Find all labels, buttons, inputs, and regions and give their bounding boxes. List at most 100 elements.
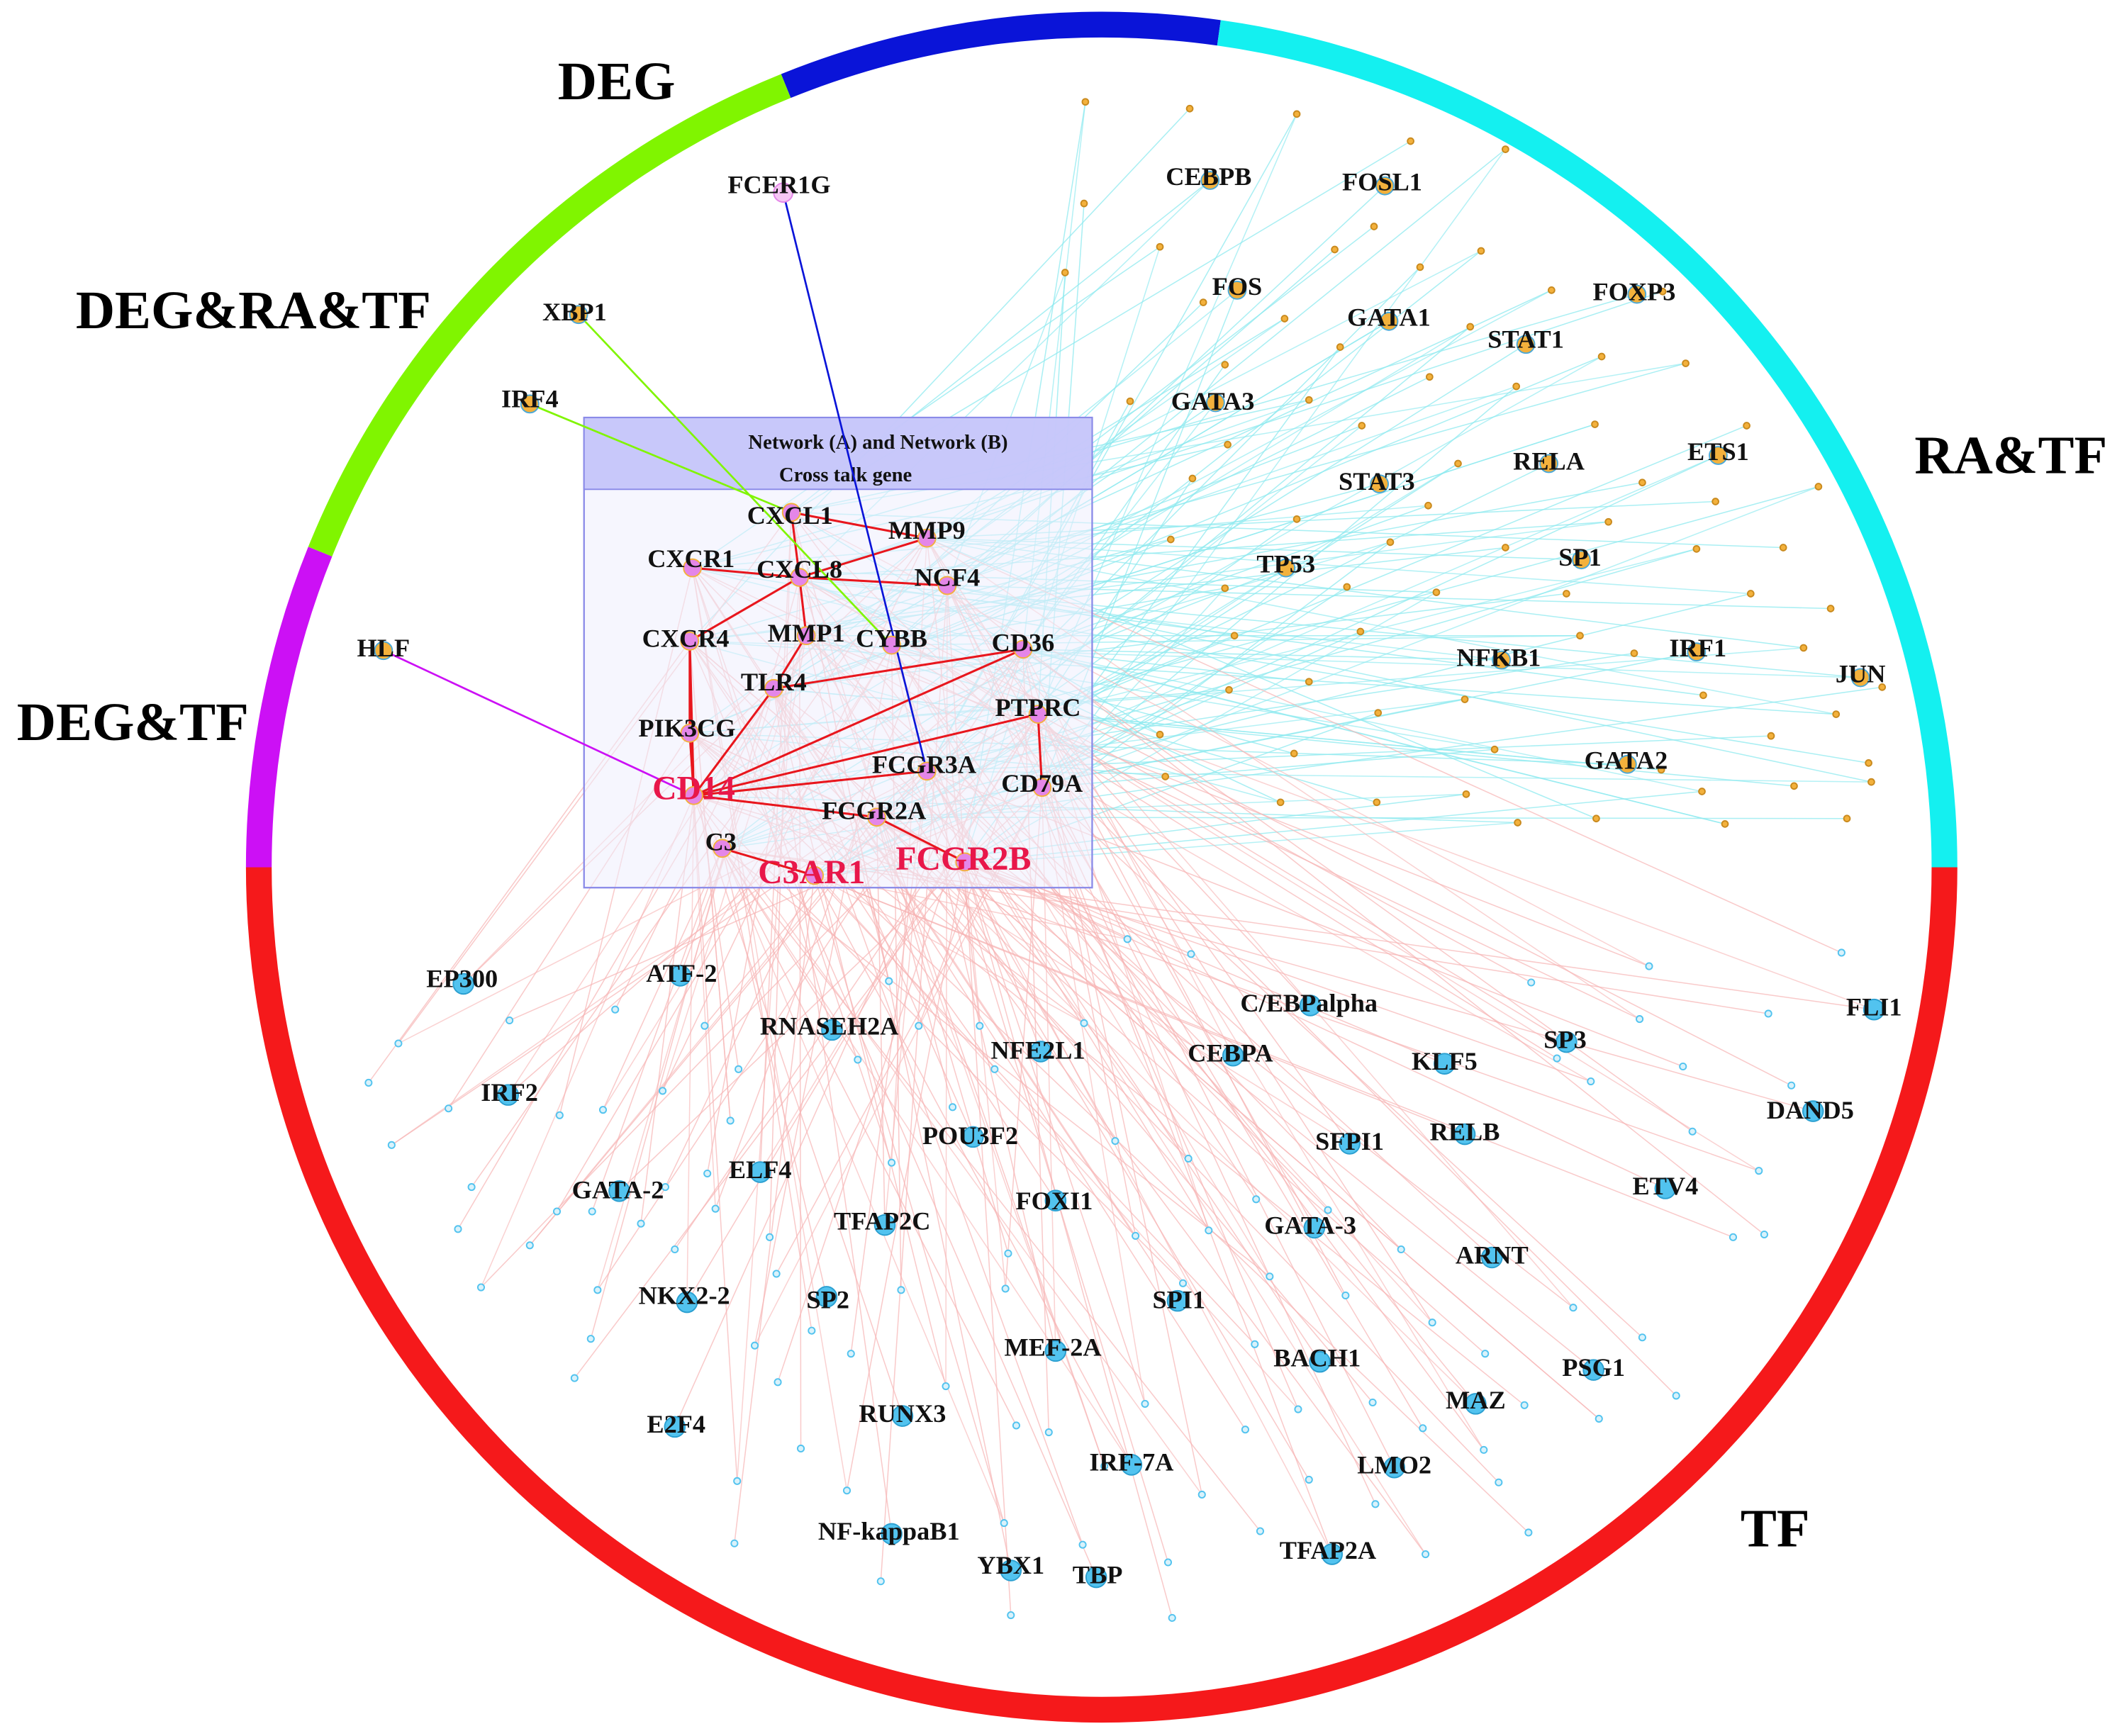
tf-dot <box>445 1104 453 1113</box>
crosstalk-label-c3: C3 <box>705 827 737 856</box>
tf-node-pou3f2 <box>961 1126 984 1148</box>
tf-dot <box>751 1341 759 1350</box>
tf-dot <box>1645 962 1653 970</box>
tf-label-relb: RELB <box>1430 1117 1500 1146</box>
ratf-label-jun: JUN <box>1836 659 1886 688</box>
tf-label-klf5: KLF5 <box>1412 1047 1478 1075</box>
crosstalk-label-tlr4: TLR4 <box>741 668 807 696</box>
tf-edge <box>964 861 1595 1371</box>
tf-dot <box>711 1204 720 1213</box>
tf-dot <box>842 1486 851 1495</box>
ratf-dot <box>1305 396 1313 404</box>
tf-dot <box>1595 1414 1603 1423</box>
tf-dot <box>1787 1081 1796 1090</box>
ratf-dot <box>1290 749 1298 758</box>
crosstalk-edge-cd14-fcgr2a <box>693 794 877 819</box>
ratf-dot <box>1280 315 1289 323</box>
crosstalk-node-cd36 <box>1013 639 1033 659</box>
tf-edge <box>693 795 1017 1426</box>
ratf-dot <box>1799 644 1808 652</box>
ratf-label-gata2: GATA2 <box>1585 746 1668 775</box>
tf-node-fli1 <box>1863 998 1885 1021</box>
crosstalk-edge-mmp1-tlr4 <box>773 634 808 690</box>
ratf-dot <box>1221 361 1229 369</box>
ratf-dot <box>1230 632 1239 640</box>
tf-label-spi1: SPI1 <box>1152 1285 1205 1314</box>
tf-label-irf-7a: IRF-7A <box>1089 1448 1173 1477</box>
tf-dot <box>661 1183 669 1192</box>
tf-dot <box>506 1016 514 1025</box>
ratf-dot <box>1331 245 1339 254</box>
tf-label-foxi1: FOXI1 <box>1015 1187 1093 1215</box>
tf-label-nf-kappab1: NF-kappaB1 <box>818 1517 960 1545</box>
crosstalk-label-mmp1: MMP1 <box>768 619 845 647</box>
ratf-dot <box>1630 649 1638 657</box>
tf-dot <box>1672 1391 1680 1400</box>
crosstalk-box-title-line2: Cross talk gene <box>779 464 912 486</box>
tf-label-nfe2l1: NFE2L1 <box>990 1036 1085 1065</box>
ratf-dot <box>1867 778 1875 786</box>
tf-node-etv4 <box>1654 1177 1677 1199</box>
tf-label-e2f4: E2F4 <box>647 1410 705 1438</box>
ratf-dot <box>1514 819 1521 827</box>
ratf-node-nfkb1 <box>1492 650 1512 670</box>
ratf-node-tp53 <box>1276 558 1296 578</box>
tf-dot <box>476 1283 486 1292</box>
ratf-dot <box>1548 286 1556 294</box>
ratf-dot <box>1576 632 1584 640</box>
ratf-label-fosl1: FOSL1 <box>1342 168 1422 196</box>
tf-dot <box>1679 1062 1687 1071</box>
tf-edge <box>693 795 738 1482</box>
ratf-dot <box>1343 583 1351 591</box>
segment-label-deg-and-tf: DEG&TF <box>17 692 249 752</box>
crosstalk-edge-cxcr4-cxcl8 <box>689 576 800 642</box>
tf-label-cebpa: CEBPA <box>1188 1039 1273 1068</box>
ratf-dot <box>1386 538 1395 547</box>
tf-node-ep300 <box>452 973 474 995</box>
tf-dot <box>1080 1019 1088 1027</box>
tf-dot <box>1197 1490 1206 1499</box>
tf-edge <box>1042 787 1424 1429</box>
ratf-dot <box>1156 730 1164 739</box>
tf-dot <box>671 1245 679 1254</box>
ratf-dot <box>1477 247 1485 255</box>
ratf-dot <box>1080 199 1088 208</box>
ratf-label-rela: RELA <box>1513 447 1585 475</box>
tf-node-rnaseh2a <box>821 1019 843 1041</box>
tf-label-bach1: BACH1 <box>1273 1344 1361 1372</box>
deg-ra-tf-edge-xbp1 <box>578 313 893 646</box>
tf-dot <box>1569 1304 1577 1312</box>
tf-dot <box>1266 1272 1274 1281</box>
tf-dot <box>774 1378 782 1387</box>
gene-labels: CEBPB FOSL1 FOS FOXP3 GATA1 STAT1 GATA3 RELA ETS… <box>357 162 1902 1589</box>
tf-dot <box>1305 1475 1313 1484</box>
ratf-dot <box>1156 242 1164 251</box>
tf-dot <box>555 1111 564 1119</box>
tf-dot <box>1760 1230 1768 1239</box>
ratf-dot <box>1512 382 1521 391</box>
crosstalk-label-cd79a: CD79A <box>1001 769 1083 797</box>
tf-node-atf-2 <box>669 965 691 987</box>
segment-labels: DEG RA&TF TF DEG&TF DEG&RA&TF <box>17 51 2107 1558</box>
tf-label-maz: MAZ <box>1446 1386 1506 1414</box>
crosstalk-edge-c3-c3ar1 <box>722 847 815 877</box>
tf-node-dand5 <box>1802 1100 1824 1122</box>
segment-label-tf: TF <box>1741 1498 1810 1558</box>
ratf-dot <box>1188 474 1197 483</box>
crosstalk-node-fcgr3a <box>917 761 937 781</box>
tf-node-elf4 <box>749 1161 771 1183</box>
crosstalk-label-cybb: CYBB <box>856 625 927 653</box>
tf-dot <box>1371 1500 1380 1508</box>
tf-node-irf-7a <box>1120 1454 1143 1476</box>
ratf-label-stat3: STAT3 <box>1339 467 1415 495</box>
tf-node-irf2 <box>497 1084 520 1106</box>
ratf-dot <box>1305 678 1313 686</box>
ratf-label-stat1: STAT1 <box>1487 325 1564 353</box>
crosstalk-box-title-line1: Network (A) and Network (B) <box>748 431 1007 454</box>
tf-dot <box>1553 1054 1561 1063</box>
tf-dot <box>1837 948 1845 957</box>
ratf-dot <box>1743 422 1750 430</box>
ratf-edge <box>946 585 1831 610</box>
tf-node-nf-kappab1 <box>881 1523 903 1545</box>
